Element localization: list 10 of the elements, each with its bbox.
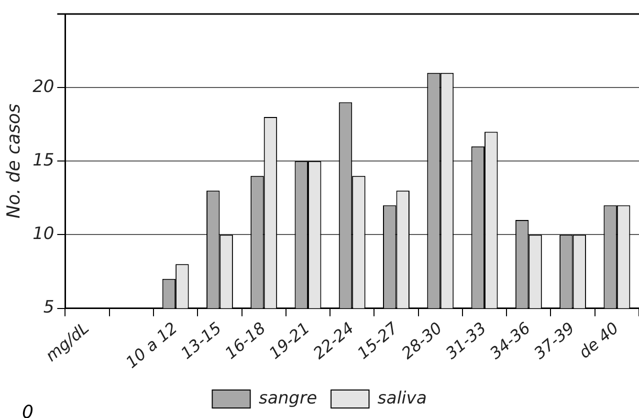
y-tick-label: 15 — [32, 150, 54, 171]
x-tick-label: 10 a 12 — [122, 318, 181, 372]
y-tick-label: 20 — [32, 76, 54, 97]
legend-label: saliva — [378, 388, 427, 408]
legend-label: sangre — [258, 388, 318, 408]
y-tick-label: 5 — [43, 298, 54, 318]
y-axis-title: No. de casos — [3, 104, 24, 219]
x-tick-label: de 40 — [575, 318, 622, 362]
y-tick-label: 10 — [32, 224, 54, 244]
text: 0 — [22, 402, 34, 418]
